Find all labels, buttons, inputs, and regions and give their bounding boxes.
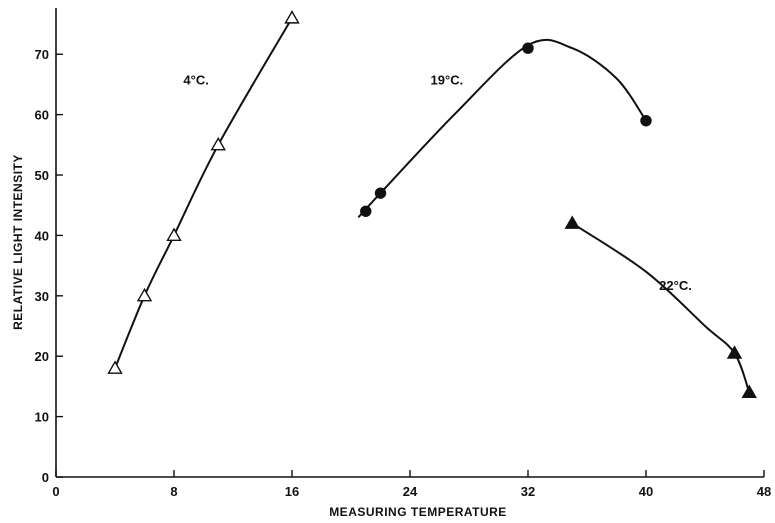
series-labels: 4°C. 19°C. 22°C. xyxy=(183,72,691,292)
data-point xyxy=(522,42,534,54)
markers xyxy=(107,10,757,399)
x-tick-label: 48 xyxy=(757,484,771,499)
y-tick-label: 30 xyxy=(35,289,49,304)
series-line-3 xyxy=(571,222,751,393)
series-label: 22°C. xyxy=(659,278,692,293)
x-tick-label: 0 xyxy=(52,484,59,499)
y-tick-label: 20 xyxy=(35,349,49,364)
series-label: 19°C. xyxy=(431,72,464,87)
data-point xyxy=(136,287,153,302)
data-point xyxy=(210,136,226,151)
x-tick-label: 32 xyxy=(521,484,535,499)
data-point xyxy=(741,384,757,399)
x-tick-label: 40 xyxy=(639,484,653,499)
series-line-1 xyxy=(114,17,293,369)
data-point xyxy=(284,10,300,24)
y-tick-label: 50 xyxy=(35,168,49,183)
y-axis-title: RELATIVE LIGHT INTENSITY xyxy=(11,154,25,330)
data-point xyxy=(564,215,580,229)
y-tick-label: 70 xyxy=(35,47,49,62)
data-point xyxy=(107,360,123,374)
series-label: 4°C. xyxy=(183,72,208,87)
x-tick-label: 24 xyxy=(403,484,418,499)
ticks: 0 8 16 24 32 40 48 0 10 20 30 40 50 60 70 xyxy=(35,47,772,499)
data-point xyxy=(360,205,372,217)
y-tick-label: 60 xyxy=(35,108,49,123)
x-tick-label: 16 xyxy=(285,484,299,499)
data-point xyxy=(726,345,743,359)
y-tick-label: 10 xyxy=(35,410,49,425)
data-point xyxy=(640,114,652,127)
x-axis-title: MEASURING TEMPERATURE xyxy=(329,505,507,519)
y-tick-label: 0 xyxy=(42,470,49,485)
series-line-2 xyxy=(357,38,647,218)
x-tick-label: 8 xyxy=(170,484,177,499)
data-point xyxy=(374,187,387,199)
y-tick-label: 40 xyxy=(35,228,49,243)
data-point xyxy=(166,227,182,241)
